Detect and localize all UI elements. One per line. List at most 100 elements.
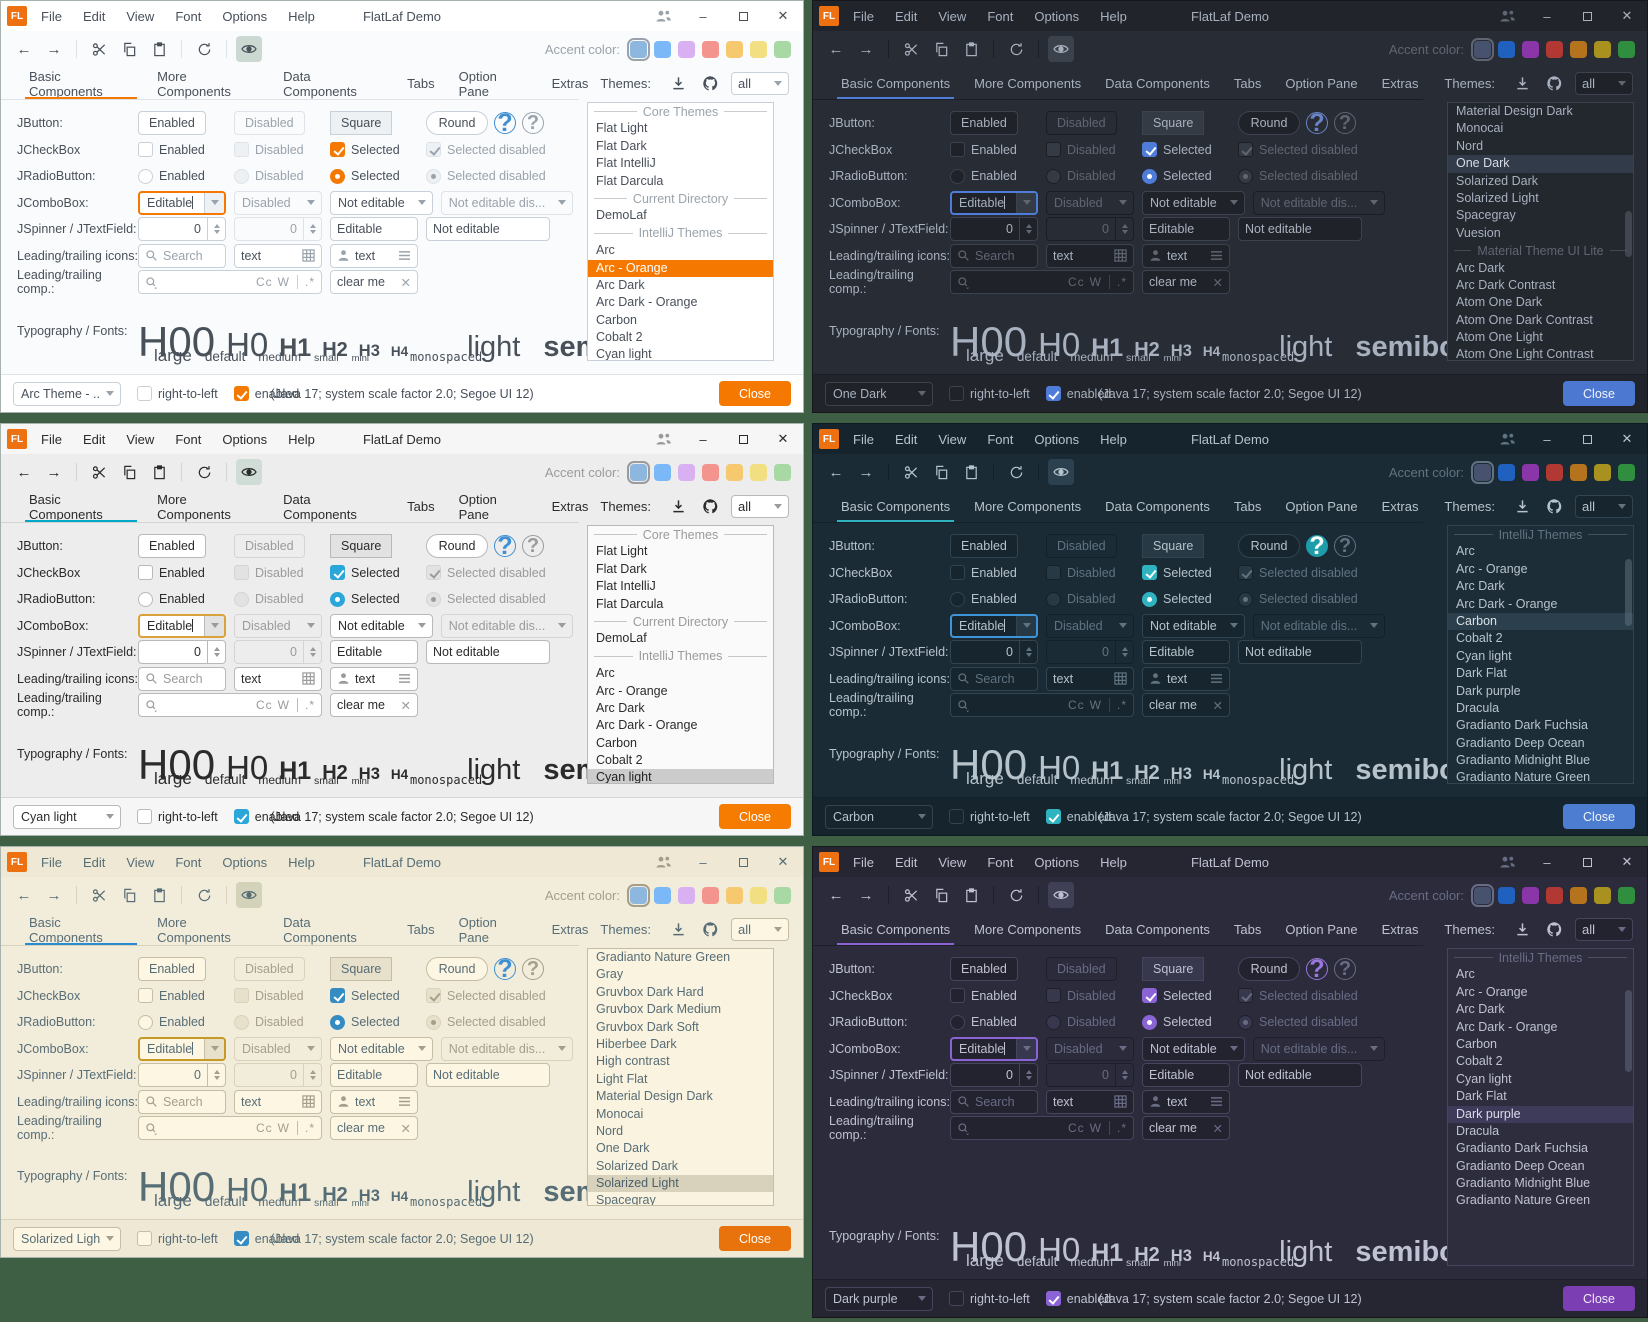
paste-button[interactable] bbox=[958, 36, 984, 62]
menu-item-help[interactable]: Help bbox=[288, 8, 315, 24]
enabled-checkbox[interactable]: enabled bbox=[233, 386, 299, 401]
accent-swatch-7[interactable] bbox=[774, 463, 791, 481]
refresh-button[interactable] bbox=[191, 459, 217, 485]
square-button[interactable]: Square bbox=[330, 534, 393, 559]
radio-selected[interactable]: Selected bbox=[1142, 168, 1212, 184]
theme-list-item[interactable]: Arc - Orange bbox=[596, 683, 668, 698]
radio-selected[interactable]: Selected bbox=[330, 168, 400, 184]
regex-toggle[interactable]: .* bbox=[304, 1121, 315, 1136]
combobox-arrow-button[interactable] bbox=[1016, 1038, 1036, 1059]
checkbox-enabled[interactable]: Enabled bbox=[138, 565, 205, 581]
checkbox-enabled[interactable]: Enabled bbox=[138, 142, 205, 158]
theme-list-item[interactable]: Cyan light bbox=[588, 769, 773, 783]
round-button[interactable]: Round bbox=[1238, 111, 1300, 136]
theme-selector[interactable]: Carbon bbox=[825, 804, 933, 829]
theme-list-item[interactable]: Monocai bbox=[1456, 121, 1504, 136]
theme-list-item[interactable]: Flat Light bbox=[596, 544, 648, 559]
clear-button[interactable]: ✕ bbox=[1212, 275, 1223, 290]
combobox-not-editable[interactable]: Not editable bbox=[1142, 1036, 1245, 1061]
tab-extras[interactable]: Extras bbox=[1381, 499, 1419, 514]
back-button[interactable]: ← bbox=[16, 463, 32, 481]
menu-item-help[interactable]: Help bbox=[1100, 8, 1127, 24]
help-button-primary[interactable]: ? bbox=[1306, 109, 1328, 137]
download-themes-button[interactable] bbox=[1511, 73, 1533, 95]
theme-list-item[interactable]: DemoLaf bbox=[596, 208, 647, 223]
download-themes-button[interactable] bbox=[667, 496, 689, 518]
accent-swatch-1[interactable] bbox=[627, 883, 650, 907]
accent-swatch-7[interactable] bbox=[1618, 463, 1635, 481]
accent-swatch-3[interactable] bbox=[678, 463, 695, 481]
accent-swatch-7[interactable] bbox=[774, 886, 791, 904]
inspect-toggle-button[interactable] bbox=[236, 459, 262, 485]
combobox-editable[interactable]: Editable bbox=[138, 613, 226, 638]
github-button[interactable] bbox=[699, 496, 721, 518]
theme-list-item[interactable]: Atom One Light bbox=[1456, 330, 1543, 345]
text-input-calendar[interactable]: text bbox=[234, 243, 322, 268]
radio-enabled[interactable]: Enabled bbox=[138, 591, 205, 607]
theme-list-item[interactable]: Arc Dark bbox=[1456, 260, 1505, 275]
accent-swatch-7[interactable] bbox=[1618, 886, 1635, 904]
theme-list-scrollbar[interactable] bbox=[1625, 559, 1632, 627]
menu-item-help[interactable]: Help bbox=[1100, 431, 1127, 447]
search-filter-input[interactable]: Cc W .* bbox=[138, 1116, 322, 1141]
enabled-button[interactable]: Enabled bbox=[950, 111, 1018, 136]
text-input-calendar[interactable]: text bbox=[1046, 1089, 1134, 1114]
checkbox-selected[interactable]: Selected bbox=[330, 142, 400, 158]
theme-list-item[interactable]: Gradianto Nature Green bbox=[1456, 770, 1591, 784]
radio-enabled[interactable]: Enabled bbox=[138, 1014, 205, 1030]
text-input-calendar[interactable]: text bbox=[234, 666, 322, 691]
theme-list-item[interactable]: Flat Darcula bbox=[596, 596, 664, 611]
theme-list-item[interactable]: Solarized Light bbox=[588, 1175, 773, 1193]
accent-swatch-2[interactable] bbox=[1498, 463, 1515, 481]
search-input[interactable]: Search bbox=[950, 1089, 1038, 1114]
maximize-button[interactable] bbox=[723, 1, 763, 31]
search-filter-input[interactable]: Cc W .* bbox=[950, 1116, 1134, 1141]
theme-list-item[interactable]: Arc bbox=[1456, 967, 1475, 982]
textfield-editable[interactable]: Editable bbox=[1142, 1063, 1230, 1088]
checkbox-selected[interactable]: Selected bbox=[330, 565, 400, 581]
menu-item-view[interactable]: View bbox=[938, 8, 967, 24]
tab-data-components[interactable]: Data Components bbox=[1105, 76, 1210, 91]
inspect-toggle-button[interactable] bbox=[236, 882, 262, 908]
cut-button[interactable] bbox=[86, 36, 112, 62]
theme-list-item[interactable]: Vuesion bbox=[1456, 225, 1501, 240]
minimize-button[interactable]: – bbox=[699, 431, 707, 447]
theme-list-item[interactable]: Nord bbox=[596, 1123, 624, 1138]
users-button[interactable] bbox=[643, 847, 683, 877]
theme-list-item[interactable]: Arc - Orange bbox=[1456, 561, 1528, 576]
help-button-primary[interactable]: ? bbox=[494, 955, 516, 983]
tab-more-components[interactable]: More Components bbox=[157, 68, 231, 99]
refresh-button[interactable] bbox=[1003, 882, 1029, 908]
combobox-not-editable[interactable]: Not editable bbox=[330, 190, 433, 215]
whole-word-toggle[interactable]: W bbox=[1089, 275, 1102, 290]
menu-item-file[interactable]: File bbox=[853, 8, 874, 24]
close-button[interactable]: Close bbox=[719, 804, 791, 829]
text-input-calendar[interactable]: text bbox=[1046, 666, 1134, 691]
theme-list-item[interactable]: Arc Dark bbox=[596, 277, 645, 292]
round-button[interactable]: Round bbox=[426, 957, 488, 982]
theme-list-item[interactable]: Cobalt 2 bbox=[596, 330, 643, 345]
copy-button[interactable] bbox=[928, 882, 954, 908]
accent-swatch-6[interactable] bbox=[1594, 463, 1611, 481]
spinner-enabled[interactable]: 0 bbox=[950, 217, 1038, 242]
help-button-primary[interactable]: ? bbox=[494, 109, 516, 137]
tab-option-pane[interactable]: Option Pane bbox=[1285, 922, 1358, 937]
github-button[interactable] bbox=[1543, 496, 1565, 518]
menu-item-file[interactable]: File bbox=[853, 431, 874, 447]
whole-word-toggle[interactable]: W bbox=[277, 1121, 290, 1136]
theme-list-item[interactable]: Gradianto Dark Fuchsia bbox=[1456, 718, 1589, 733]
theme-list-item[interactable]: Flat Dark bbox=[596, 561, 647, 576]
whole-word-toggle[interactable]: W bbox=[1089, 1121, 1102, 1136]
forward-button[interactable]: → bbox=[46, 40, 62, 58]
combobox-editable[interactable]: Editable bbox=[138, 190, 226, 215]
accent-swatch-4[interactable] bbox=[702, 463, 719, 481]
theme-list-item[interactable]: One Dark bbox=[1448, 155, 1633, 173]
whole-word-toggle[interactable]: W bbox=[1089, 698, 1102, 713]
copy-button[interactable] bbox=[116, 36, 142, 62]
menu-item-help[interactable]: Help bbox=[1100, 854, 1127, 870]
accent-swatch-1[interactable] bbox=[1471, 883, 1494, 907]
enabled-checkbox[interactable]: enabled bbox=[233, 1231, 299, 1246]
theme-selector[interactable]: Arc Theme - ... bbox=[13, 381, 121, 406]
tab-data-components[interactable]: Data Components bbox=[283, 68, 357, 99]
checkbox-enabled[interactable]: Enabled bbox=[138, 988, 205, 1004]
